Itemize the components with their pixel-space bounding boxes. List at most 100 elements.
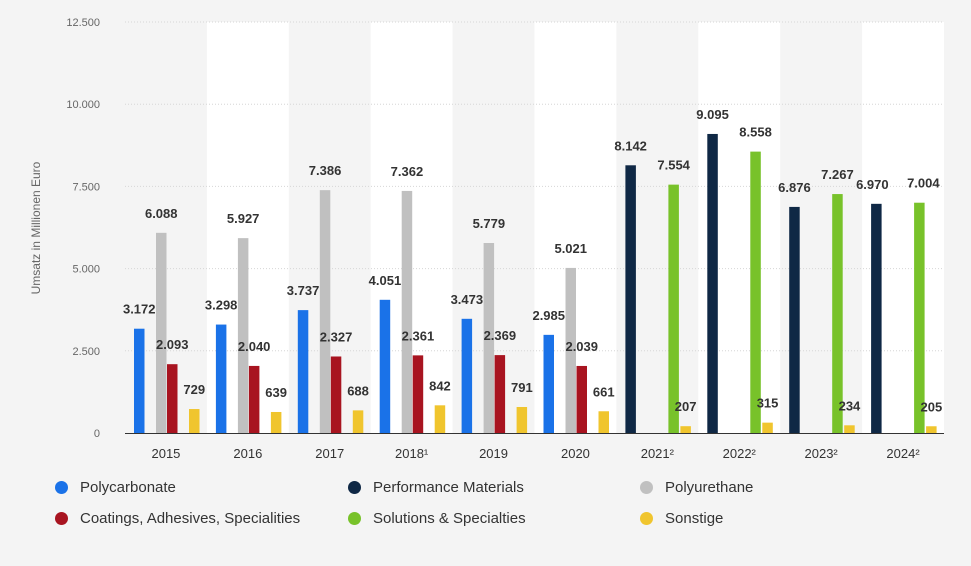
y-axis-label: Umsatz in Millionen Euro xyxy=(29,161,43,294)
bar xyxy=(352,410,364,433)
bar xyxy=(401,190,413,433)
legend-label: Coatings, Adhesives, Specialities xyxy=(80,510,301,527)
x-tick-label: 2018¹ xyxy=(395,446,429,461)
x-tick-label: 2017 xyxy=(315,446,344,461)
bar xyxy=(167,364,178,433)
bar xyxy=(412,355,424,433)
bar xyxy=(871,203,882,433)
x-tick-label: 2019 xyxy=(479,446,508,461)
bar xyxy=(494,355,506,433)
y-tick-label: 2.500 xyxy=(72,346,100,358)
data-label: 3.473 xyxy=(451,292,484,307)
data-label: 6.970 xyxy=(856,177,889,192)
bar xyxy=(483,242,495,433)
bar xyxy=(248,365,260,433)
data-label: 9.095 xyxy=(696,107,729,122)
data-label: 3.298 xyxy=(205,298,238,313)
y-tick-label: 10.000 xyxy=(66,99,100,111)
data-label: 3.172 xyxy=(123,302,156,317)
data-label: 8.142 xyxy=(614,138,647,153)
legend-label: Performance Materials xyxy=(373,479,524,496)
data-label: 7.554 xyxy=(657,158,690,173)
bar xyxy=(832,194,843,433)
bar xyxy=(598,411,609,433)
data-label: 2.040 xyxy=(238,339,271,354)
legend-label: Polycarbonate xyxy=(80,479,176,496)
data-label: 2.369 xyxy=(484,328,517,343)
x-tick-label: 2022² xyxy=(723,446,757,461)
x-tick-label: 2016 xyxy=(233,446,262,461)
bar xyxy=(134,328,145,433)
bar xyxy=(297,310,309,433)
x-tick-label: 2023² xyxy=(805,446,839,461)
data-label: 5.927 xyxy=(227,211,260,226)
bar xyxy=(156,232,167,433)
data-label: 2.093 xyxy=(156,337,189,352)
data-label: 842 xyxy=(429,378,451,393)
data-label: 5.021 xyxy=(554,241,587,256)
legend-label: Solutions & Specialties xyxy=(373,510,526,527)
legend-item-performance-materials[interactable]: Performance Materials xyxy=(348,479,524,496)
data-label: 688 xyxy=(347,383,369,398)
legend-swatch xyxy=(55,512,68,525)
legend-item-sonstige[interactable]: Sonstige xyxy=(640,510,723,527)
legend-swatch xyxy=(348,481,361,494)
legend-item-coatings-adhesives-specialities[interactable]: Coatings, Adhesives, Specialities xyxy=(55,510,300,527)
data-label: 315 xyxy=(757,396,779,411)
bar xyxy=(215,324,227,433)
bar xyxy=(668,184,679,433)
x-axis-ticks: 2015 2016 2017 2018¹ 2019 2020 2021² 2022² 2023²… xyxy=(151,446,920,461)
x-tick-label: 2020 xyxy=(561,446,590,461)
bar xyxy=(270,411,282,433)
data-label: 234 xyxy=(839,398,861,413)
bar xyxy=(926,426,937,433)
bar xyxy=(750,151,761,433)
data-label: 639 xyxy=(265,385,287,400)
bar xyxy=(516,406,528,433)
data-label: 7.004 xyxy=(907,176,940,191)
bar xyxy=(680,426,691,433)
data-label: 6.088 xyxy=(145,206,178,221)
data-label: 729 xyxy=(183,382,205,397)
bar xyxy=(461,318,473,433)
data-label: 6.876 xyxy=(778,180,811,195)
y-tick-label: 0 xyxy=(94,428,100,440)
legend-label: Polyurethane xyxy=(665,479,754,496)
y-tick-label: 12.500 xyxy=(66,17,100,29)
data-label: 661 xyxy=(593,384,615,399)
data-label: 205 xyxy=(920,399,942,414)
legend-item-polyurethane[interactable]: Polyurethane xyxy=(640,479,753,496)
y-axis-ticks: 0 2.500 5.000 7.500 10.000 12.500 xyxy=(66,17,100,440)
data-label: 791 xyxy=(511,380,533,395)
bar xyxy=(565,267,576,433)
bar xyxy=(914,202,925,433)
legend-swatch xyxy=(640,481,653,494)
data-label: 2.361 xyxy=(402,328,435,343)
bar xyxy=(844,425,855,433)
legend-item-solutions-specialties[interactable]: Solutions & Specialties xyxy=(348,510,526,527)
bars xyxy=(134,133,937,433)
legend-swatch xyxy=(640,512,653,525)
bar xyxy=(434,405,446,433)
data-label: 2.985 xyxy=(532,308,565,323)
bar xyxy=(543,334,554,433)
x-tick-label: 2024² xyxy=(886,446,920,461)
data-label: 7.386 xyxy=(309,163,342,178)
data-label: 7.362 xyxy=(391,164,424,179)
bar xyxy=(762,422,773,433)
y-tick-label: 5.000 xyxy=(72,264,100,276)
data-label: 7.267 xyxy=(821,167,854,182)
bar xyxy=(625,165,636,433)
legend-item-polycarbonate[interactable]: Polycarbonate xyxy=(55,479,176,496)
legend-swatch xyxy=(55,481,68,494)
legend-swatch xyxy=(348,512,361,525)
bar xyxy=(576,365,587,433)
bar xyxy=(189,409,200,433)
x-tick-label: 2015 xyxy=(151,446,180,461)
x-tick-label: 2021² xyxy=(641,446,675,461)
legend: Polycarbonate Performance Materials Poly… xyxy=(0,472,971,542)
data-label: 2.039 xyxy=(565,339,598,354)
bar xyxy=(237,238,249,433)
bar xyxy=(789,206,800,433)
